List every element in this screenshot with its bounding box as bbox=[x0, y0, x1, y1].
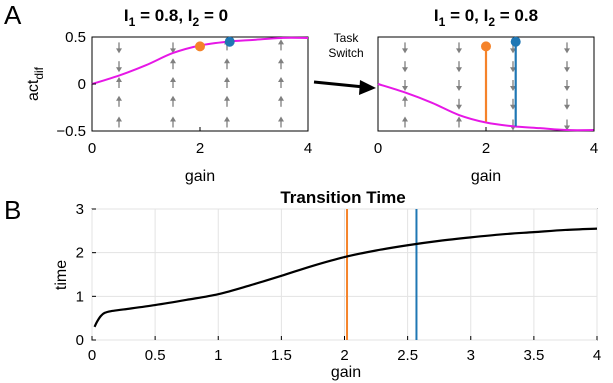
flow-arrow-head-al-0-0 bbox=[116, 116, 122, 122]
panel-a-left-ticks: 0 2 4−0.500.5 bbox=[56, 29, 312, 157]
sigmoid-curve-ar bbox=[377, 83, 595, 132]
panel-a-left-xlabel: gain bbox=[185, 168, 215, 185]
ytick-label-al-2: 0.5 bbox=[65, 29, 86, 46]
flow-arrow-head-al-1-1 bbox=[170, 95, 176, 101]
panel-a-left-markers bbox=[195, 36, 235, 52]
panel-a-right-flow-field bbox=[402, 42, 570, 131]
panel-a-right-curve-layer bbox=[377, 83, 595, 132]
flow-arrow-head-al-1-4 bbox=[170, 48, 176, 54]
panel-b-ylabel: time bbox=[53, 260, 70, 290]
panel-a-left-axes-box bbox=[91, 36, 309, 132]
xtick-label-ar-1: 2 bbox=[482, 140, 490, 157]
task-switch-arrow-head bbox=[359, 80, 376, 95]
flow-arrow-head-al-3-2 bbox=[278, 77, 284, 82]
flow-arrow-head-ar-2-1 bbox=[510, 104, 516, 110]
state-marker-ar-1 bbox=[510, 36, 521, 47]
flow-arrow-head-al-0-3 bbox=[116, 67, 122, 73]
panel-a-left-title: I1 = 0.8, I2 = 0 bbox=[124, 6, 228, 29]
flow-arrow-head-ar-2-2 bbox=[510, 86, 516, 91]
panel-a-left-chart: I1 = 0.8, I2 = 0 0 2 4−0.500.5 gain actdif bbox=[25, 6, 312, 185]
flow-arrow-head-ar-1-1 bbox=[456, 104, 462, 110]
flow-arrow-head-al-0-1 bbox=[116, 95, 122, 101]
flow-arrow-head-ar-1-3 bbox=[456, 67, 462, 73]
state-marker-ar-0 bbox=[481, 41, 491, 52]
xtick-label-al-2: 4 bbox=[304, 140, 312, 157]
panel-a-right-markers bbox=[481, 36, 521, 127]
b-ytick-label-2: 2 bbox=[76, 245, 84, 262]
flow-arrow-head-ar-3-0 bbox=[564, 125, 570, 131]
b-xtick-label-0: 0 bbox=[88, 347, 96, 364]
flow-arrow-head-ar-0-2 bbox=[402, 86, 408, 91]
b-xtick-label-2: 1 bbox=[214, 347, 222, 364]
flow-arrow-head-ar-3-4 bbox=[564, 48, 570, 54]
flow-arrow-head-al-2-0 bbox=[224, 116, 230, 122]
flow-arrow-head-ar-3-1 bbox=[564, 104, 570, 110]
b-ytick-label-0: 0 bbox=[76, 332, 84, 349]
ytick-label-al-0: −0.5 bbox=[56, 123, 86, 140]
task-switch-annotation: Task Switch bbox=[313, 31, 376, 95]
flow-arrow-head-al-3-3 bbox=[278, 58, 284, 64]
flow-arrow-head-ar-2-3 bbox=[510, 67, 516, 73]
panel-a-right-title: I1 = 0, I2 = 0.8 bbox=[434, 6, 538, 29]
panel-a-right-ticks: 0 2 4 bbox=[374, 127, 598, 157]
panel-a-right-xlabel: gain bbox=[471, 168, 501, 185]
flow-arrow-head-ar-1-4 bbox=[456, 48, 462, 54]
flow-arrow-head-al-1-2 bbox=[170, 77, 176, 82]
panel-b-ticks: 0 0.5 1 1.5 2 2.5 3 3.5 4 0 1 2 3 bbox=[76, 201, 602, 364]
panel-b-vlines bbox=[346, 209, 418, 340]
flow-arrow-head-al-2-1 bbox=[224, 95, 230, 101]
flow-arrow-head-ar-1-0 bbox=[456, 116, 462, 122]
panel-a-left-ylabel: actdif bbox=[25, 66, 46, 101]
flow-arrow-head-al-2-2 bbox=[224, 77, 230, 82]
b-xtick-label-7: 3.5 bbox=[523, 347, 544, 364]
xtick-label-ar-2: 4 bbox=[590, 140, 598, 157]
panel-b-chart: Transition Time 0 0.5 1 1.5 2 2.5 3 3.5 4 0 1 2 3 ga… bbox=[53, 188, 601, 381]
b-xtick-label-8: 4 bbox=[593, 347, 601, 364]
b-xtick-label-6: 3 bbox=[467, 347, 475, 364]
panel-a-left-flow-field bbox=[116, 39, 284, 128]
flow-arrow-head-ar-0-1 bbox=[402, 95, 408, 101]
flow-arrow-head-ar-1-2 bbox=[456, 86, 462, 91]
panel-a-right-chart: I1 = 0, I2 = 0.8 0 2 4 gain bbox=[374, 6, 598, 185]
state-marker-al-1 bbox=[224, 36, 235, 47]
flow-arrow-head-al-2-3 bbox=[224, 58, 230, 64]
flow-arrow-head-ar-0-3 bbox=[402, 67, 408, 73]
task-switch-text-line2: Switch bbox=[328, 46, 363, 60]
transition-time-curve bbox=[93, 227, 598, 328]
ytick-label-al-1: 0 bbox=[78, 76, 86, 93]
panel-a-letter: A bbox=[4, 0, 22, 30]
panel-b-xlabel: gain bbox=[331, 364, 361, 381]
task-switch-text-line1: Task bbox=[334, 31, 360, 45]
task-switch-arrow-shaft bbox=[313, 80, 365, 89]
b-ytick-label-1: 1 bbox=[76, 288, 84, 305]
flow-arrow-head-al-1-0 bbox=[170, 116, 176, 122]
b-xtick-label-4: 2 bbox=[340, 347, 348, 364]
flow-arrow-head-ar-3-2 bbox=[564, 86, 570, 91]
flow-arrow-head-al-3-1 bbox=[278, 95, 284, 101]
flow-arrow-head-al-1-3 bbox=[170, 58, 176, 64]
flow-arrow-head-al-3-4 bbox=[278, 39, 284, 45]
flow-arrow-head-ar-0-0 bbox=[402, 116, 408, 122]
panel-b-letter: B bbox=[4, 195, 21, 225]
state-marker-al-0 bbox=[195, 41, 205, 52]
flow-arrow-head-al-0-4 bbox=[116, 48, 122, 54]
flow-arrow-head-al-3-0 bbox=[278, 116, 284, 122]
xtick-label-al-0: 0 bbox=[88, 140, 96, 157]
panel-b-title: Transition Time bbox=[280, 188, 405, 207]
xtick-label-al-1: 2 bbox=[196, 140, 204, 157]
flow-arrow-head-ar-3-3 bbox=[564, 67, 570, 73]
panel-b-grid bbox=[91, 208, 598, 341]
b-ytick-label-3: 3 bbox=[76, 201, 84, 218]
b-xtick-label-5: 2.5 bbox=[397, 347, 418, 364]
flow-arrow-head-ar-0-4 bbox=[402, 48, 408, 54]
flow-arrow-head-al-0-2 bbox=[116, 77, 122, 82]
b-xtick-label-3: 1.5 bbox=[271, 347, 292, 364]
panel-b-curve-layer bbox=[93, 227, 598, 328]
b-xtick-label-1: 0.5 bbox=[145, 347, 166, 364]
xtick-label-ar-0: 0 bbox=[374, 140, 382, 157]
flow-arrow-head-ar-2-4 bbox=[510, 48, 516, 54]
